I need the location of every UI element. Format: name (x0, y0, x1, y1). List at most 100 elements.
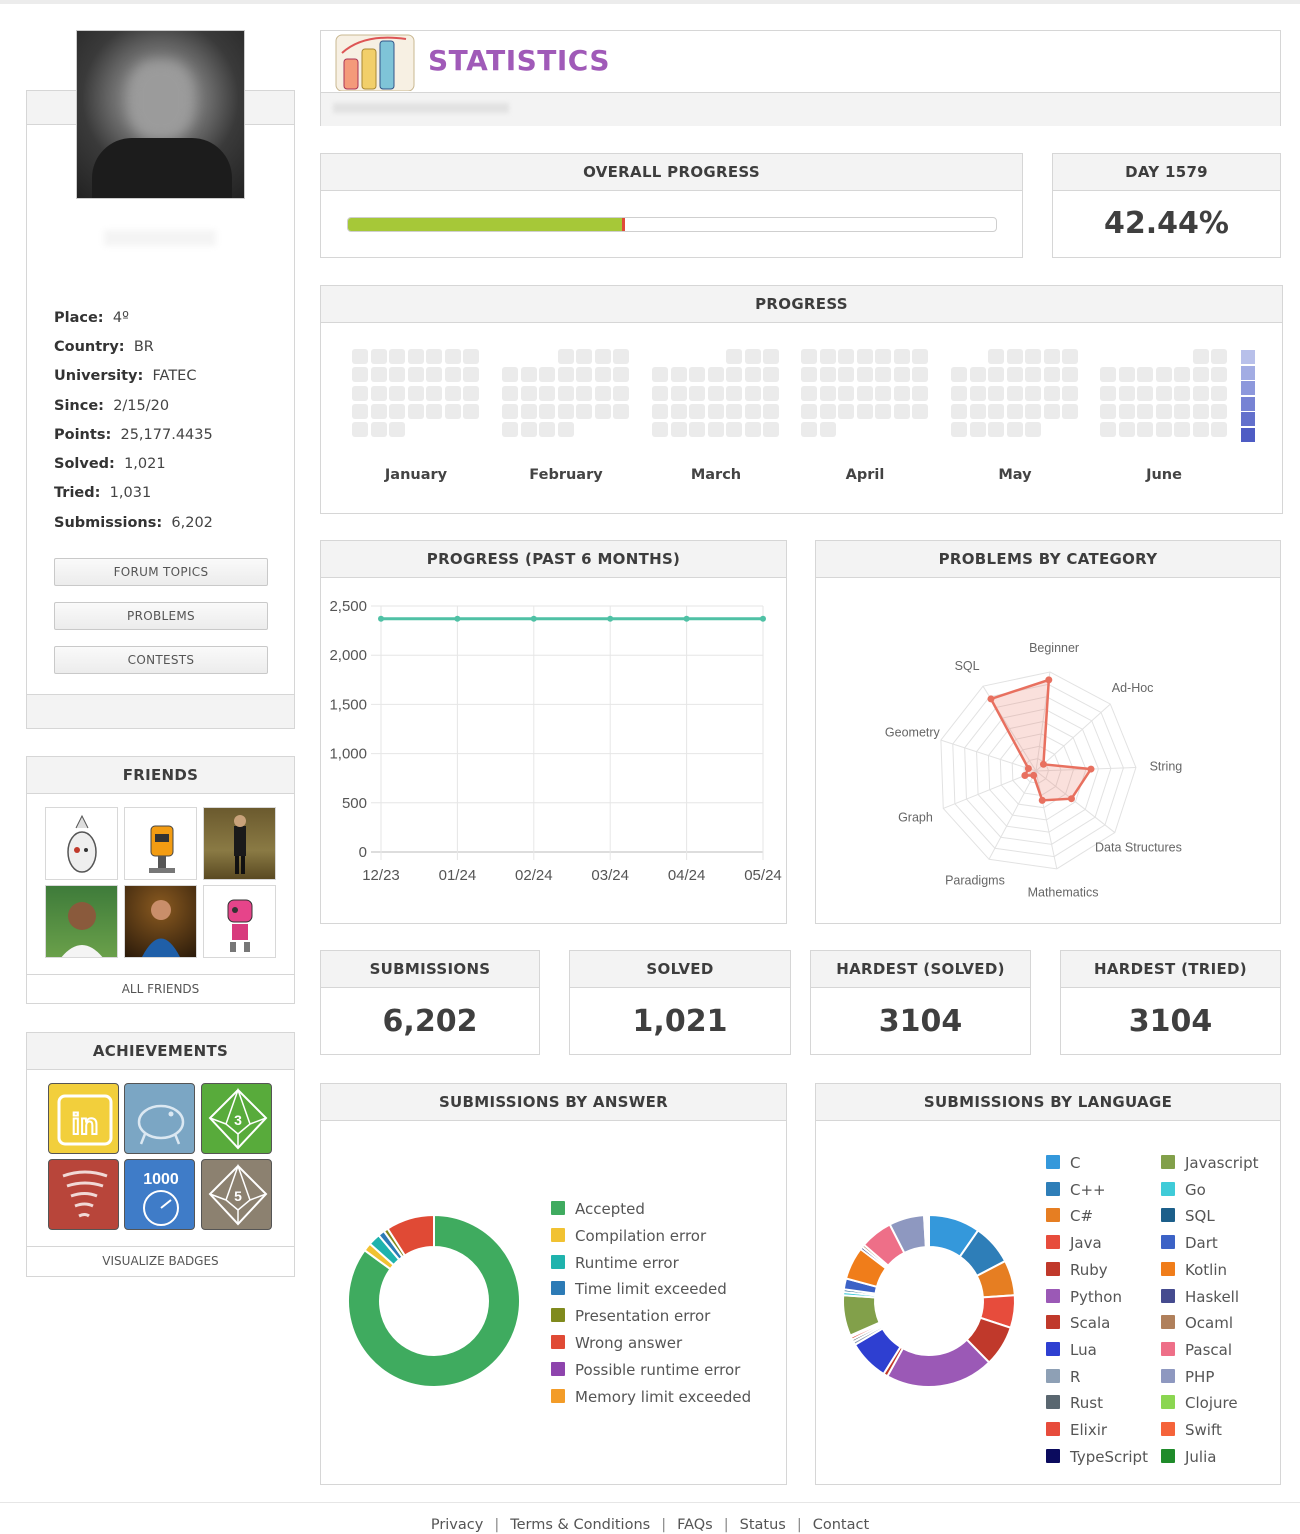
linkedin-badge-icon[interactable]: in (48, 1083, 119, 1154)
calendar-day-cell (893, 349, 910, 364)
calendar-day-cell (352, 367, 368, 383)
radar-category-label: Ad-Hoc (1112, 681, 1154, 695)
calendar-day-cell (969, 422, 986, 438)
radar-data-point[interactable] (1024, 765, 1032, 773)
calendar-day-cell (502, 385, 518, 401)
legend-item[interactable]: C++ (1046, 1181, 1106, 1199)
donut-slice[interactable] (386, 1213, 435, 1257)
tornado-badge-icon[interactable] (48, 1159, 119, 1230)
header-subbar-blurred-text (333, 103, 509, 113)
problems-button[interactable]: PROBLEMS (54, 602, 268, 630)
legend-item[interactable]: C (1046, 1154, 1080, 1172)
radar-category-label: SQL (955, 659, 980, 673)
calendar-day-cell (1062, 385, 1078, 401)
donut-slice[interactable] (885, 1338, 991, 1388)
legend-item[interactable]: Possible runtime error (551, 1361, 740, 1379)
calendar-day-cell (613, 403, 629, 419)
d10-dice-5-badge-icon[interactable]: 5 (201, 1159, 272, 1230)
legend-item[interactable]: Javascript (1161, 1154, 1258, 1172)
category-radar-chart: Beginner Ad-Hoc String Data Structures Mathe… (885, 641, 1182, 899)
legend-label: Scala (1070, 1314, 1111, 1333)
forum-topics-button[interactable]: FORUM TOPICS (54, 558, 268, 586)
radar-data-point[interactable] (1039, 760, 1047, 768)
legend-swatch (1046, 1395, 1060, 1410)
legend-item[interactable]: Julia (1161, 1448, 1216, 1466)
legend-item[interactable]: PHP (1161, 1368, 1214, 1386)
data-point[interactable] (760, 615, 766, 622)
data-point[interactable] (683, 615, 690, 622)
radar-data-point[interactable] (1038, 796, 1046, 804)
friend-avatar-6[interactable] (203, 885, 276, 958)
calendar-day-cell (819, 367, 836, 383)
radar-data-point[interactable] (1021, 771, 1029, 779)
legend-label: Python (1070, 1287, 1122, 1306)
legend-label: Pascal (1185, 1340, 1232, 1359)
friend-avatar-5[interactable] (124, 885, 197, 958)
calendar-legend-cell (1241, 412, 1255, 426)
legend-item[interactable]: Clojure (1161, 1394, 1238, 1412)
dinosaur-badge-icon[interactable] (124, 1083, 195, 1154)
legend-item[interactable]: Java (1046, 1234, 1102, 1252)
legend-item[interactable]: Runtime error (551, 1254, 679, 1272)
calendar-day-cell (594, 385, 611, 401)
privacy-link[interactable]: Privacy (430, 1517, 484, 1533)
calendar-day-cell (407, 367, 424, 383)
legend-item[interactable]: Lua (1046, 1341, 1097, 1359)
calendar-day-cell (670, 403, 687, 419)
legend-item[interactable]: Compilation error (551, 1227, 706, 1245)
legend-item[interactable]: SQL (1161, 1207, 1215, 1225)
legend-item[interactable]: C# (1046, 1207, 1093, 1225)
all-friends-link[interactable]: ALL FRIENDS (121, 982, 200, 996)
friend-avatar-2[interactable] (124, 807, 197, 880)
radar-data-point[interactable] (987, 695, 995, 703)
legend-item[interactable]: Accepted (551, 1200, 645, 1218)
radar-data-point[interactable] (1087, 765, 1095, 773)
legend-item[interactable]: Haskell (1161, 1288, 1239, 1306)
legend-item[interactable]: Rust (1046, 1394, 1103, 1412)
calendar-day-cell (1025, 385, 1041, 401)
data-point[interactable] (454, 615, 461, 622)
x-tick-label: 03/24 (591, 867, 629, 884)
badge-3-number: 3 (234, 1112, 242, 1128)
calendar-day-cell (576, 385, 592, 401)
legend-item[interactable]: Presentation error (551, 1307, 710, 1325)
legend-swatch (1161, 1261, 1175, 1276)
legend-item[interactable]: Pascal (1161, 1341, 1232, 1359)
legend-item[interactable]: Wrong answer (551, 1334, 682, 1352)
legend-item[interactable]: Ocaml (1161, 1314, 1233, 1332)
d10-dice-3-badge-icon[interactable]: 3 (201, 1083, 272, 1154)
legend-item[interactable]: Scala (1046, 1314, 1110, 1332)
radar-data-point[interactable] (1045, 676, 1053, 684)
data-point[interactable] (530, 615, 537, 622)
legend-item[interactable]: Elixir (1046, 1421, 1107, 1439)
legend-item[interactable]: Time limit exceeded (551, 1280, 727, 1298)
legend-item[interactable]: Python (1046, 1288, 1122, 1306)
friend-avatar-1[interactable] (45, 807, 118, 880)
donut-slice[interactable] (926, 1213, 930, 1249)
legend-item[interactable]: Ruby (1046, 1261, 1108, 1279)
radar-data-point[interactable] (1030, 771, 1038, 779)
faqs-link[interactable]: FAQs (677, 1517, 713, 1533)
legend-item[interactable]: R (1046, 1368, 1080, 1386)
legend-item[interactable]: TypeScript (1046, 1448, 1148, 1466)
1000-speedometer-badge-icon[interactable]: 1000 (124, 1159, 195, 1230)
visualize-badges-link[interactable]: VISUALIZE BADGES (102, 1254, 219, 1268)
calendar-day-cell (1043, 403, 1060, 419)
legend-item[interactable]: Dart (1161, 1234, 1218, 1252)
legend-item[interactable]: Swift (1161, 1421, 1222, 1439)
donut-slice[interactable] (347, 1213, 521, 1388)
info-university: University: FATEC (54, 368, 197, 384)
friend-avatar-3[interactable] (203, 807, 276, 880)
status-link[interactable]: Status (739, 1517, 786, 1533)
friend-avatar-4[interactable] (45, 885, 118, 958)
calendar-day-cell (801, 422, 817, 438)
contact-link[interactable]: Contact (812, 1517, 870, 1533)
legend-item[interactable]: Go (1161, 1181, 1206, 1199)
legend-item[interactable]: Kotlin (1161, 1261, 1227, 1279)
radar-data-point[interactable] (1067, 795, 1075, 803)
data-point[interactable] (378, 615, 384, 622)
contests-button[interactable]: CONTESTS (54, 646, 268, 674)
terms-link[interactable]: Terms & Conditions (510, 1517, 651, 1533)
legend-item[interactable]: Memory limit exceeded (551, 1388, 751, 1406)
data-point[interactable] (607, 615, 614, 622)
